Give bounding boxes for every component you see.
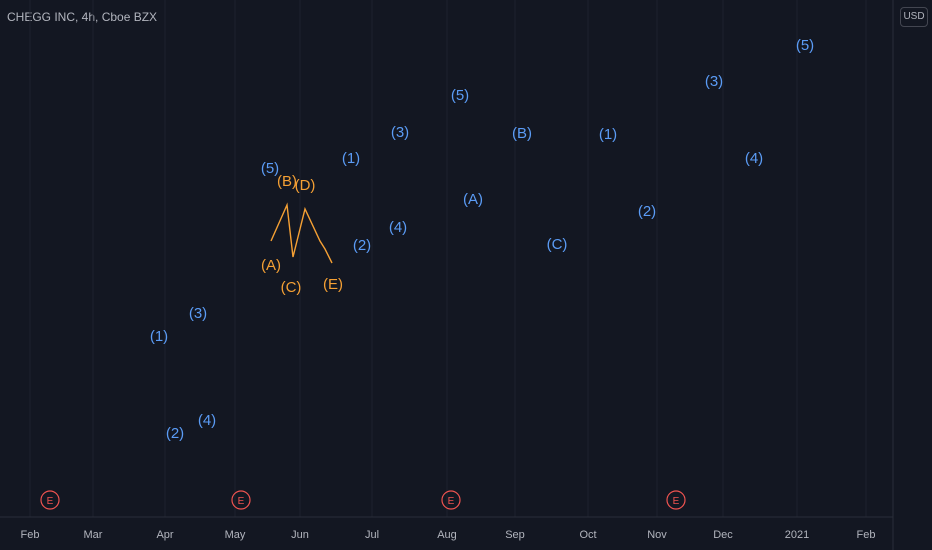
wave-label-orange: (D) [295, 177, 316, 194]
chart-title: CHEGG INC, 4h, Cboe BZX [7, 10, 158, 24]
wave-label-blue: (4) [389, 219, 407, 236]
earnings-circle [40, 490, 60, 510]
grid [29, 0, 867, 517]
time-tick-label: Jun [291, 529, 309, 541]
earnings-letter: E [47, 496, 54, 507]
wave-label-blue: (5) [796, 37, 814, 54]
earnings-circle [666, 490, 686, 510]
wave-label-blue: (1) [342, 150, 360, 167]
wave-label-blue: (2) [166, 425, 184, 442]
wave-label-blue: (A) [463, 191, 483, 208]
time-tick-label: 2021 [785, 529, 809, 541]
time-tick-label: Apr [156, 529, 173, 541]
wave-label-blue: (3) [391, 124, 409, 141]
wave-label-blue: (5) [261, 160, 279, 177]
wave-label-orange: (E) [323, 276, 343, 293]
time-axis: Feb Mar Apr May Jun Jul Aug Sep Oct Nov Dec 2021 Feb [21, 529, 876, 541]
earnings-marker[interactable]: E [666, 490, 686, 510]
earnings-marker[interactable]: E [40, 490, 60, 510]
time-tick-label: Feb [21, 529, 40, 541]
wave-label-blue: (2) [638, 203, 656, 220]
time-tick-label: Oct [579, 529, 596, 541]
earnings-marker[interactable]: E [231, 490, 251, 510]
wave-label-blue: (4) [198, 412, 216, 429]
wave-label-blue: (3) [189, 305, 207, 322]
wave-label-orange: (C) [281, 279, 302, 296]
wave-overlay [270, 202, 333, 264]
earnings-marker[interactable]: E [441, 490, 461, 510]
time-tick-label: Sep [505, 529, 525, 541]
time-tick-label: Jul [365, 529, 379, 541]
time-tick-label: Mar [84, 529, 103, 541]
wave-label-blue: (4) [745, 150, 763, 167]
currency-button[interactable]: USD [900, 7, 928, 27]
time-tick-label: Nov [647, 529, 667, 541]
time-tick-label: Aug [437, 529, 457, 541]
wave-label-blue: (5) [451, 87, 469, 104]
time-tick-label: May [225, 529, 246, 541]
wave-label-blue: (B) [512, 125, 532, 142]
wave-label-blue: (1) [599, 126, 617, 143]
wave-label-blue: (3) [705, 73, 723, 90]
wave-label-blue: (1) [150, 328, 168, 345]
earnings-circle [231, 490, 251, 510]
earnings-letter: E [238, 496, 245, 507]
triangle-wave-path [270, 202, 333, 264]
wave-label-orange: (B) [277, 173, 297, 190]
wave-label-blue: (C) [547, 236, 568, 253]
time-tick-label: Feb [857, 529, 876, 541]
earnings-circle [441, 490, 461, 510]
time-tick-label: Dec [713, 529, 733, 541]
wave-label-blue: (2) [353, 237, 371, 254]
wave-labels: (1)(2)(3)(4)(5)(1)(2)(3)(4)(5)(A)(B)(C)(… [150, 37, 814, 442]
earnings-letter: E [673, 496, 680, 507]
earnings-letter: E [448, 496, 455, 507]
wave-label-orange: (A) [261, 257, 281, 274]
